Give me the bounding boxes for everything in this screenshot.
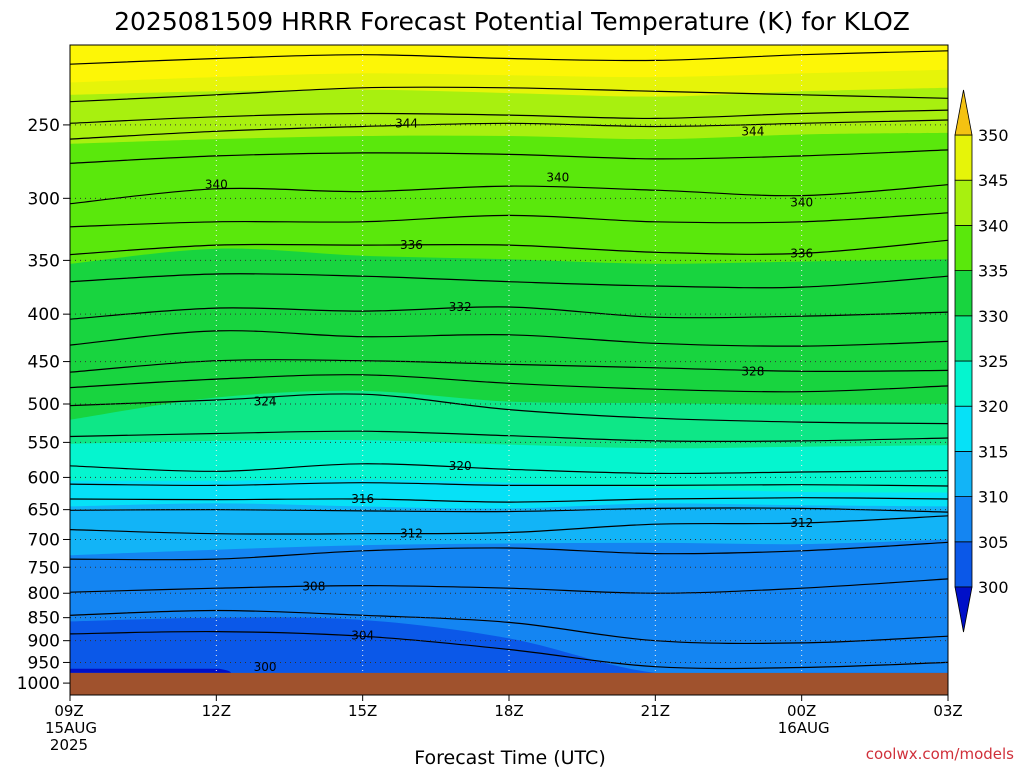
colorbar-under-triangle (954, 586, 973, 633)
contour-label-324: 324 (254, 395, 277, 409)
filled-contours (70, 45, 948, 695)
y-tick-label-400: 400 (28, 305, 60, 325)
contour-line-314 (70, 507, 948, 513)
colorbar-box-325 (954, 315, 973, 362)
band-fill-300 (70, 668, 231, 673)
x-tick-label-03Z: 03Z (933, 702, 962, 720)
x-tick-label-21Z: 21Z (641, 702, 670, 720)
contour-labels: 344 344 340 340 340 336 336 332 328 324 320 316 312 3… (205, 116, 813, 674)
y-tick-label-500: 500 (28, 395, 60, 415)
contour-line-312 (70, 515, 948, 535)
contour-line-334 (70, 273, 948, 289)
colorbar-box-310 (954, 450, 973, 497)
y-tick-label-700: 700 (28, 530, 60, 550)
contour-label-316: 316 (351, 492, 374, 506)
contour-label-336: 336 (790, 246, 813, 260)
contour-line-350 (70, 50, 948, 65)
y-tick-label-450: 450 (28, 353, 60, 373)
contour-label-312: 312 (400, 527, 423, 541)
colorbar-label-310: 310 (978, 488, 1009, 507)
contour-label-344: 344 (741, 124, 764, 138)
colorbar-box-305 (954, 496, 973, 543)
colorbar-label-305: 305 (978, 533, 1009, 552)
contour-label-312: 312 (790, 516, 813, 530)
y-tick-label-350: 350 (28, 251, 60, 271)
y-tick-label-850: 850 (28, 609, 60, 629)
contour-lines (70, 50, 948, 670)
x-tick-sublabel-00Z: 16AUG (778, 719, 830, 737)
colorbar-label-330: 330 (978, 307, 1009, 326)
contour-line-304 (70, 630, 948, 670)
colorbar-box-335 (954, 224, 973, 271)
colorbar-label-315: 315 (978, 442, 1009, 461)
contour-label-336: 336 (400, 238, 423, 252)
contour-label-340: 340 (790, 195, 813, 209)
colorbar-box-320 (954, 360, 973, 407)
contour-label-304: 304 (351, 628, 374, 642)
contour-label-340: 340 (205, 178, 228, 192)
chart-title: 2025081509 HRRR Forecast Potential Tempe… (114, 7, 910, 36)
x-tick-label-18Z: 18Z (494, 702, 523, 720)
x-tick-label-00Z: 00Z (787, 702, 816, 720)
y-tick-label-950: 950 (28, 653, 60, 673)
colorbar-label-335: 335 (978, 262, 1009, 281)
colorbar-box-315 (954, 405, 973, 452)
x-tick-label-09Z: 09Z (54, 702, 83, 720)
contour-line-348 (70, 86, 948, 103)
contour-label-300: 300 (254, 660, 277, 674)
colorbar-box-330 (954, 270, 973, 317)
contour-label-320: 320 (449, 459, 472, 473)
colorbar-box-300 (954, 541, 973, 588)
colorbar-label-345: 345 (978, 171, 1009, 190)
contour-label-344: 344 (395, 116, 418, 130)
contour-line-344 (70, 119, 948, 140)
plot-area: 344 344 340 340 340 336 336 332 328 324 320 316 312 3… (69, 44, 949, 696)
contour-label-340: 340 (546, 171, 569, 185)
x-tick-label-12Z: 12Z (202, 702, 231, 720)
y-tick-label-300: 300 (28, 189, 60, 209)
y-axis: 250 300 350 400 450 500 550 600 650 700 750 800 850 9… (17, 116, 70, 694)
colorbar-box-340 (954, 179, 973, 226)
y-tick-label-650: 650 (28, 501, 60, 521)
colorbar-label-350: 350 (978, 126, 1009, 145)
colorbar-legend: 300 305 310 315 320 325 330 335 340 345 350 (954, 89, 1009, 633)
x-tick-label-15Z: 15Z (348, 702, 377, 720)
colorbar-label-320: 320 (978, 397, 1009, 416)
colorbar-box-345 (954, 134, 973, 181)
contour-line-316 (70, 497, 948, 503)
y-tick-label-600: 600 (28, 468, 60, 488)
contour-line-308 (70, 578, 948, 594)
y-tick-label-550: 550 (28, 433, 60, 453)
colorbar-label-340: 340 (978, 216, 1009, 235)
colorbar-label-300: 300 (978, 578, 1009, 597)
contour-line-320 (70, 463, 948, 475)
colorbar-over-triangle (954, 89, 973, 136)
credit-text: coolwx.com/models (866, 745, 1014, 763)
y-tick-label-750: 750 (28, 558, 60, 578)
contour-line-332 (70, 306, 948, 320)
x-tick-year-label: 2025 (50, 736, 88, 754)
contour-label-328: 328 (741, 364, 764, 378)
y-tick-label-250: 250 (28, 116, 60, 136)
y-tick-label-800: 800 (28, 584, 60, 604)
ground-surface (70, 672, 948, 695)
colorbar-label-325: 325 (978, 352, 1009, 371)
x-axis-label: Forecast Time (UTC) (414, 747, 605, 768)
y-tick-label-900: 900 (28, 632, 60, 652)
contour-line-326 (70, 374, 948, 393)
x-tick-sublabel-09Z: 15AUG (45, 719, 97, 737)
contour-label-308: 308 (302, 580, 325, 594)
y-tick-label-1000: 1000 (17, 674, 60, 694)
contour-label-332: 332 (449, 300, 472, 314)
